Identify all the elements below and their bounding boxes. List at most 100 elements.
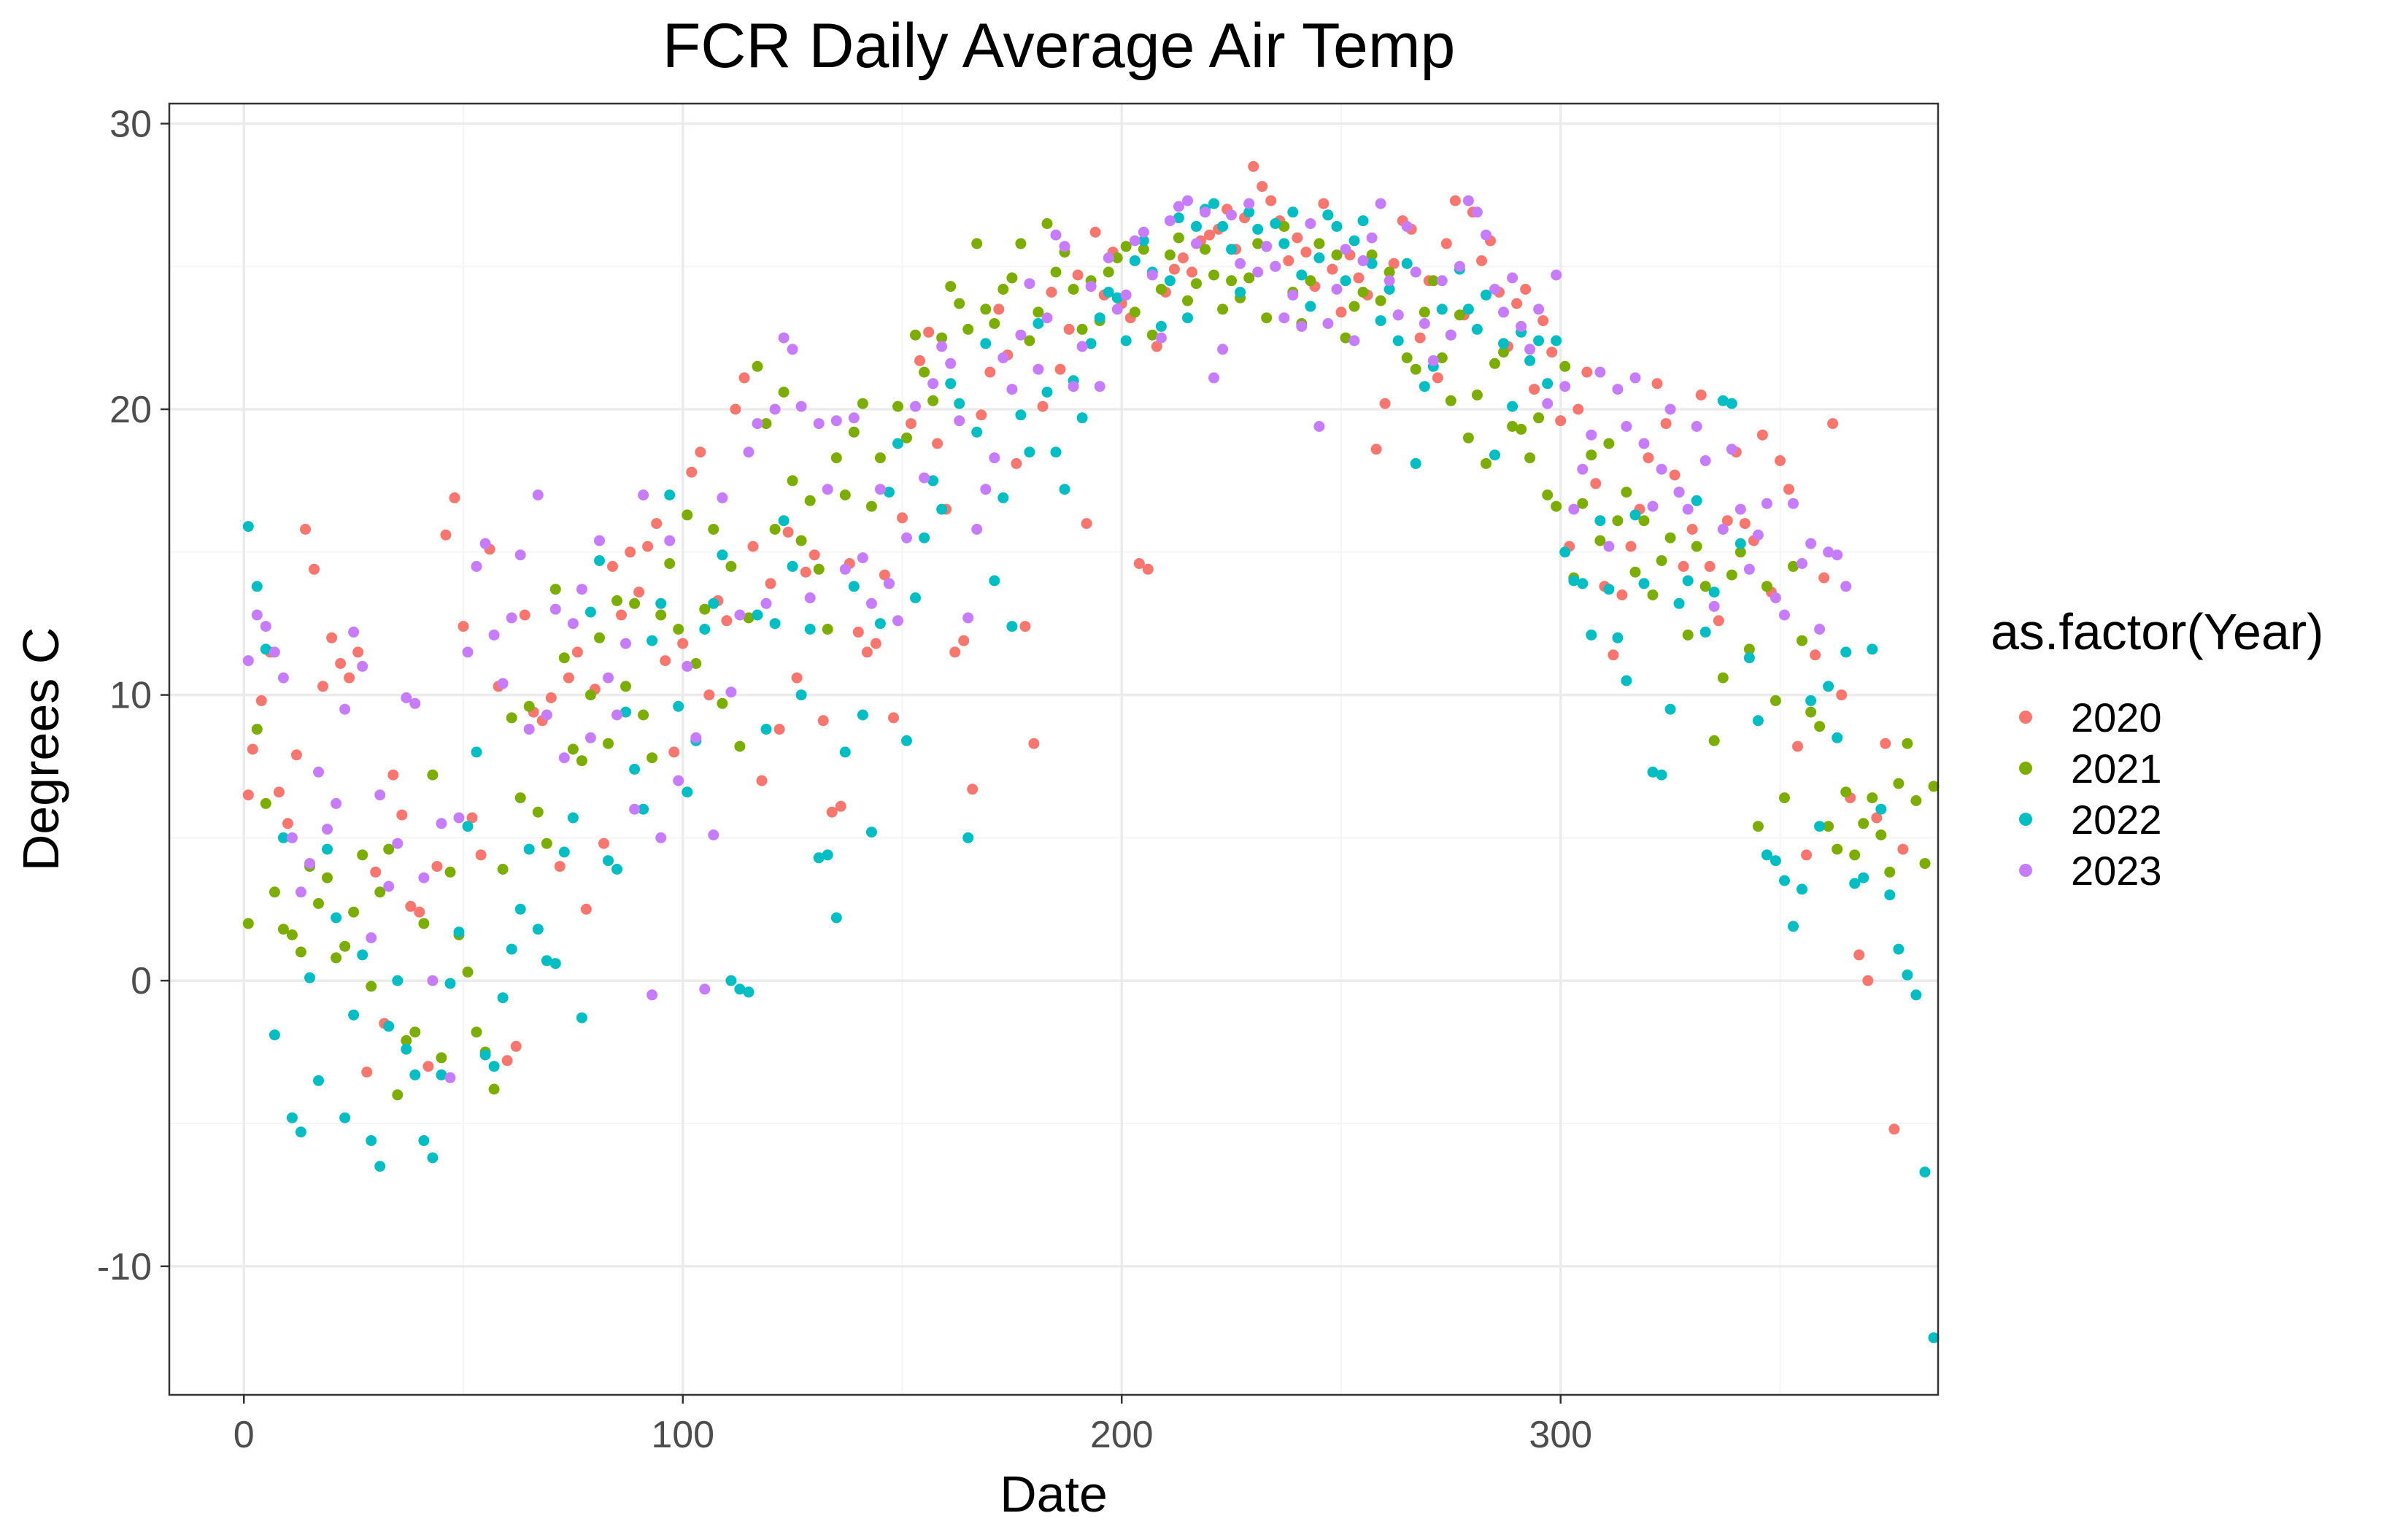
data-point [1507, 421, 1518, 432]
data-point [387, 769, 399, 781]
data-point [506, 943, 517, 955]
data-point [1823, 546, 1834, 558]
x-tick-label: 200 [1090, 1414, 1154, 1456]
data-point [1427, 355, 1439, 366]
data-point [857, 709, 868, 721]
data-point [1761, 498, 1772, 509]
data-point [795, 535, 807, 546]
data-point [1155, 320, 1167, 332]
data-point [449, 492, 460, 503]
data-point [1902, 738, 1913, 749]
data-point [366, 980, 377, 992]
data-point [734, 740, 746, 752]
data-point [1155, 284, 1167, 295]
data-point [1235, 258, 1246, 269]
data-point [945, 357, 957, 369]
data-point [1686, 524, 1698, 535]
data-point [1305, 218, 1316, 229]
legend-items: 2020 2021 2022 2023 [2019, 695, 2162, 894]
data-point [791, 672, 803, 684]
data-point [1414, 332, 1426, 344]
data-point [1006, 272, 1018, 284]
data-point [598, 837, 609, 849]
data-point [567, 812, 579, 824]
data-point [897, 512, 908, 524]
data-point [1586, 449, 1597, 461]
data-point [458, 621, 469, 632]
data-point [541, 709, 552, 721]
data-point [813, 418, 825, 430]
data-point [879, 569, 890, 581]
data-point [1902, 969, 1913, 980]
data-point [677, 638, 689, 649]
data-point [1875, 829, 1887, 840]
data-point [1498, 338, 1509, 349]
data-point [370, 866, 382, 878]
data-point [1625, 541, 1637, 552]
data-point [545, 692, 557, 703]
data-point [1081, 518, 1092, 530]
data-point [919, 472, 930, 484]
data-point [655, 597, 667, 609]
data-point [1542, 378, 1554, 390]
data-point [1155, 332, 1167, 344]
data-point [1375, 198, 1386, 209]
data-point [1173, 201, 1184, 212]
data-point [1542, 490, 1554, 500]
data-point [331, 912, 342, 924]
data-point [830, 415, 842, 427]
data-point [1888, 1123, 1900, 1135]
data-point [673, 700, 684, 712]
data-point [919, 366, 930, 378]
data-point [1682, 503, 1694, 515]
data-point [444, 1072, 456, 1083]
data-point [475, 849, 487, 861]
data-point [647, 752, 658, 764]
data-point [1691, 495, 1702, 506]
data-point [418, 918, 430, 929]
data-point [1200, 206, 1211, 218]
data-point [1085, 281, 1097, 293]
data-point [1656, 463, 1667, 475]
data-point [664, 490, 676, 500]
data-point [1111, 303, 1123, 315]
data-point [541, 955, 552, 967]
data-point [1348, 335, 1360, 347]
legend-key-2022 [2019, 813, 2032, 826]
data-point [874, 484, 886, 495]
data-point [1884, 866, 1896, 878]
data-point [532, 924, 544, 935]
data-point [752, 360, 763, 372]
data-point [1164, 275, 1176, 287]
data-point [760, 724, 772, 735]
data-point [717, 492, 728, 503]
data-point [1208, 198, 1219, 209]
data-point [313, 1075, 324, 1086]
data-point [383, 1021, 395, 1032]
data-point [1248, 160, 1259, 172]
data-point [962, 832, 974, 843]
data-point [865, 827, 877, 838]
data-point [1252, 266, 1264, 278]
data-point [651, 518, 663, 530]
data-point [255, 695, 267, 706]
data-point [1840, 786, 1852, 798]
data-point [247, 743, 258, 755]
data-point [980, 303, 992, 315]
data-point [743, 446, 755, 458]
data-point [1761, 581, 1772, 592]
data-point [1318, 198, 1330, 209]
data-point [1440, 238, 1452, 249]
data-point [1647, 589, 1659, 600]
data-point [1476, 255, 1487, 266]
data-point [936, 503, 948, 515]
data-point [1410, 457, 1421, 469]
data-point [1006, 621, 1018, 632]
data-point [1287, 289, 1299, 301]
data-point [1331, 249, 1343, 260]
data-point [813, 563, 825, 575]
data-point [616, 609, 627, 621]
data-point [1261, 312, 1273, 324]
data-point [839, 746, 851, 758]
data-point [1849, 849, 1861, 861]
